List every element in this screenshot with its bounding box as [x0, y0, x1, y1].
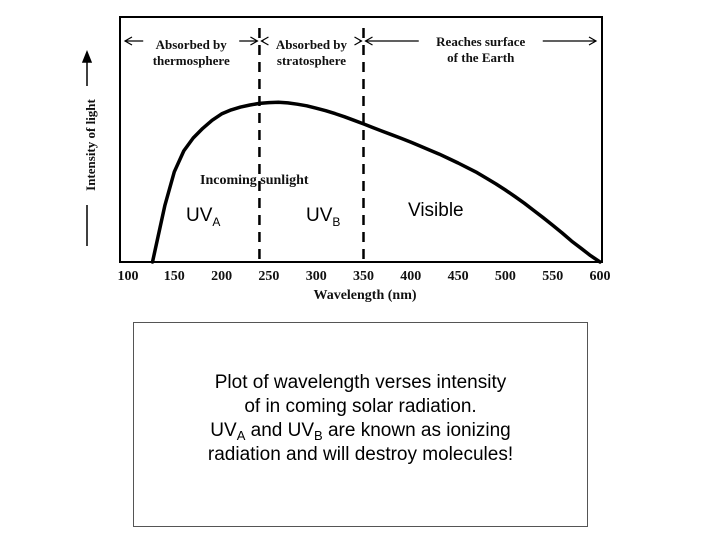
caption-uva-sub: A [236, 428, 246, 443]
caption-box: Plot of wavelength verses intensity of i… [133, 322, 588, 527]
x-tick-label-250: 250 [258, 269, 279, 284]
caption-line-4: radiation and will destroy molecules! [207, 444, 514, 465]
region-arrowhead-1-right [354, 36, 363, 46]
x-tick-label-200: 200 [211, 269, 232, 284]
plot-frame [119, 16, 603, 263]
region-arrowhead-2-right [588, 36, 598, 46]
x-tick-label-550: 550 [542, 269, 563, 284]
y-axis-arrow [81, 49, 93, 246]
x-tick-labels: 100 150 200 250 300 350 400 450 500 550 600 [118, 269, 611, 284]
x-tick-label-100: 100 [118, 269, 139, 284]
y-axis-label: Intensity of light [83, 98, 98, 190]
region-arrowhead-2-left [364, 36, 373, 46]
caption-uvb-sub: B [314, 428, 323, 443]
x-tick-label-400: 400 [400, 269, 421, 284]
x-axis-label: Wavelength (nm) [313, 288, 416, 303]
region-arrows [123, 36, 598, 46]
region-label-stratosphere-line2: stratosphere [277, 53, 346, 68]
uvb-label: UVB [306, 205, 340, 229]
region-arrowhead-0-left [123, 36, 133, 46]
region-label-stratosphere-line1: Absorbed by [276, 37, 348, 52]
x-tick-label-500: 500 [495, 269, 516, 284]
region-arrowhead-1-left [260, 36, 269, 46]
curve-label: Incoming sunlight [200, 173, 309, 188]
region-label-thermosphere-line2: thermosphere [153, 53, 230, 68]
uva-label: UVA [186, 205, 220, 229]
x-tick-label-300: 300 [306, 269, 327, 284]
visible-label: Visible [408, 200, 464, 221]
x-tick-label-150: 150 [164, 269, 185, 284]
caption-line-3: UVA and UVB are known as ionizing [134, 419, 587, 443]
x-tick-label-450: 450 [448, 269, 469, 284]
caption-line-2: of in coming solar radiation. [244, 396, 477, 417]
caption-line-3-end: are known as ionizing [322, 420, 511, 441]
caption-line-1: Plot of wavelength verses intensity [214, 372, 507, 393]
region-label-thermosphere-line1: Absorbed by [156, 37, 228, 52]
sunlight-intensity-curve [150, 100, 602, 264]
x-tick-label-350: 350 [353, 269, 374, 284]
caption-uva: UV [210, 420, 237, 441]
region-label-surface-line2: of the Earth [447, 50, 515, 65]
region-arrowhead-0-right [250, 36, 259, 46]
caption-text: Plot of wavelength verses intensity of i… [134, 371, 587, 467]
caption-uvb: and UV [245, 420, 315, 441]
region-label-surface-line1: Reaches surface [436, 34, 525, 49]
x-tick-label-600: 600 [590, 269, 611, 284]
